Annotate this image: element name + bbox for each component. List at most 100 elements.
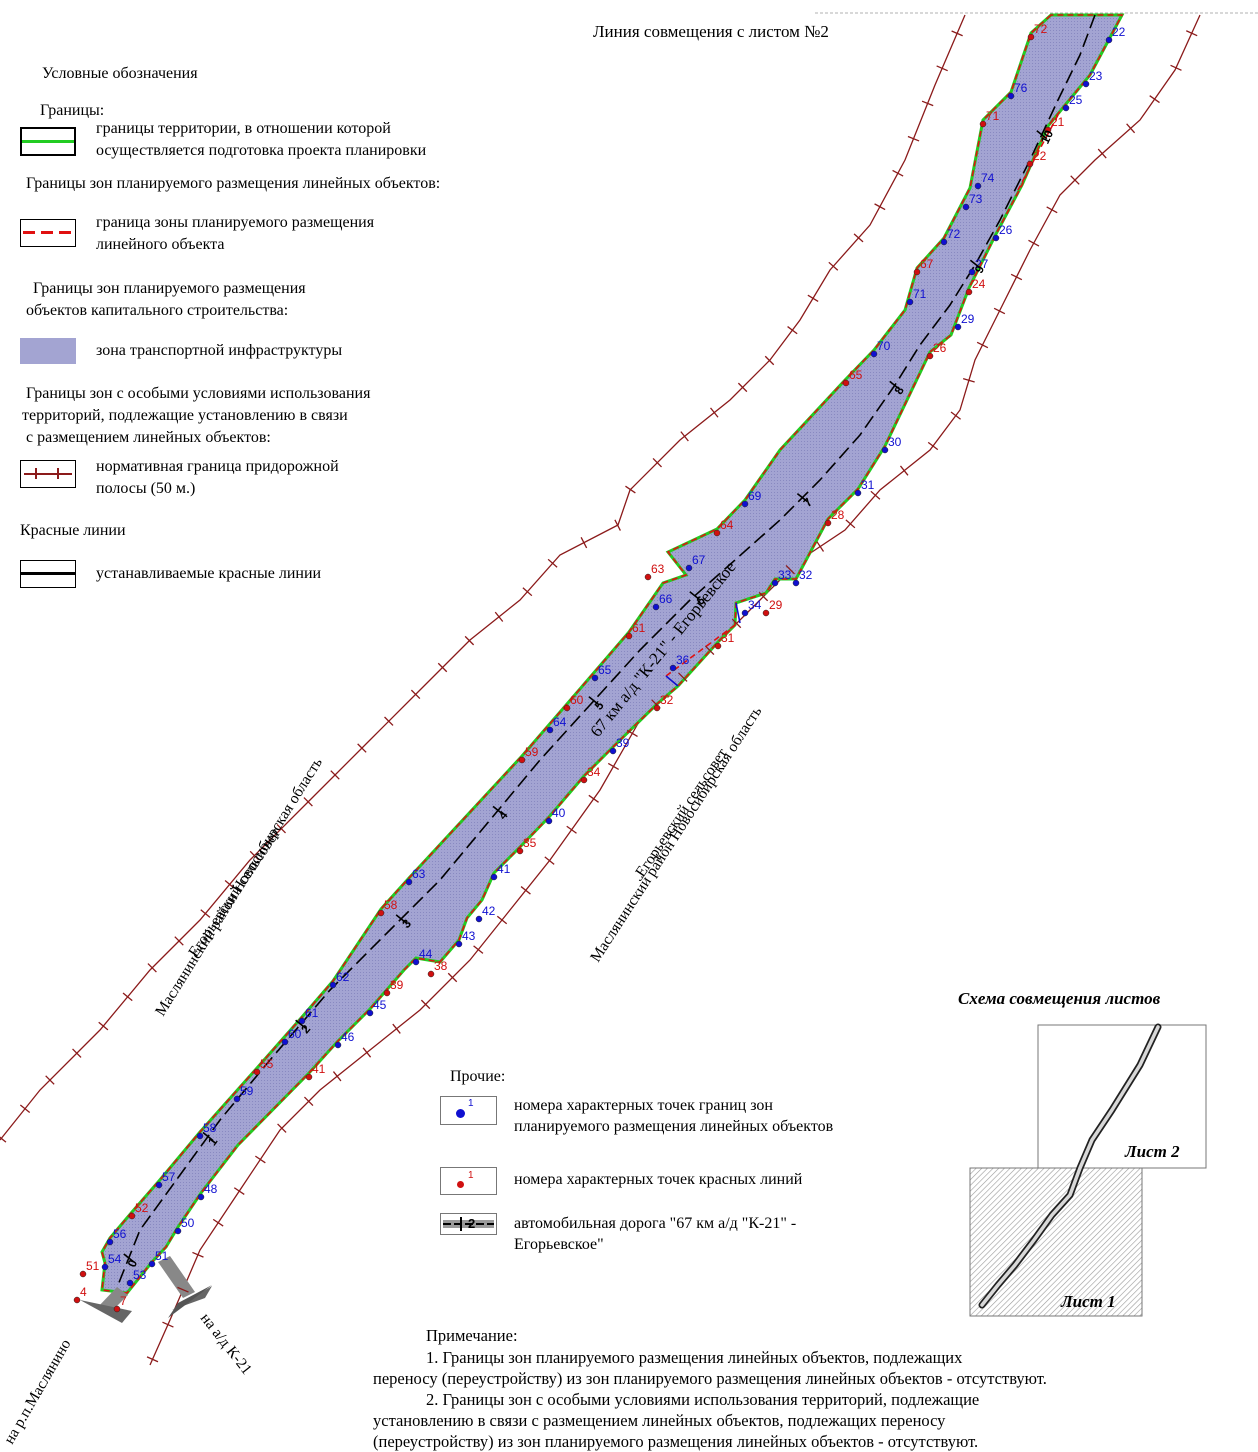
red-line-point-marker — [79, 1270, 87, 1278]
zone-point-number: 34 — [748, 598, 762, 612]
roadside-tick — [384, 716, 394, 726]
red-line-point-number: 59 — [525, 745, 539, 759]
transport-zone-swatch — [20, 338, 76, 364]
km-tick — [889, 380, 901, 391]
road-centerline — [117, 14, 1096, 1286]
linear-zone-text-1: граница зоны планируемого размещения — [96, 214, 375, 231]
zone-point-number: 69 — [748, 489, 762, 503]
zone-point-marker — [545, 817, 553, 825]
roadside-tick — [496, 915, 508, 925]
zone-point-marker — [771, 579, 779, 587]
roadside-tick — [652, 458, 662, 468]
km-tick — [588, 696, 600, 706]
zone-point-number: 57 — [162, 1170, 176, 1184]
blue-point-swatch: 1 — [440, 1096, 497, 1125]
roadside-tick — [146, 1356, 159, 1363]
roadside-tick — [1185, 30, 1198, 37]
roadside-tick — [951, 30, 963, 37]
access-road-left — [80, 1287, 132, 1323]
zone-inner-boundary — [735, 602, 741, 624]
other-legend-header: Прочие: — [450, 1068, 506, 1085]
roadside-tick — [522, 587, 533, 597]
red-line-point-marker — [516, 847, 524, 855]
road-text: автомобильная дорога "67 км а/д "К-21" -… — [514, 1215, 797, 1253]
project-border-swatch — [20, 127, 76, 156]
red-line-point-number: 38 — [434, 959, 448, 973]
red-line-point-number: 58 — [384, 898, 398, 912]
sheet-2-label: Лист 2 — [1125, 1142, 1180, 1161]
roadside-tick — [927, 441, 939, 451]
red-line-point-marker — [253, 1068, 261, 1076]
note-p2-line2: установлению в связи с размещением линей… — [373, 1411, 946, 1430]
red-line-point-marker — [377, 909, 385, 917]
roadside-tick — [737, 382, 748, 393]
zone-point-marker — [906, 298, 914, 306]
zone-point-marker — [329, 981, 337, 989]
red-line-point-number: 35 — [523, 836, 537, 850]
special-header-3: с размещением линейных объектов: — [26, 429, 271, 446]
zone-point-number: 53 — [133, 1268, 147, 1282]
roadside-tick — [303, 1096, 314, 1107]
capital-header-1: Границы зон планируемого размещения — [33, 280, 306, 297]
roadside-tick — [614, 519, 621, 531]
zone-point-marker — [155, 1181, 163, 1189]
red-line-point-marker — [714, 642, 722, 650]
zone-point-marker — [1082, 80, 1090, 88]
zone-point-marker — [101, 1263, 109, 1271]
red-line-point-marker — [926, 352, 934, 360]
roadside-tick — [420, 999, 431, 1010]
zone-point-marker — [870, 350, 878, 358]
roadside-tick — [0, 1136, 7, 1143]
roadside-tick — [410, 689, 421, 700]
km-tick — [395, 914, 407, 924]
km-tick — [796, 492, 808, 503]
zone-point-number: 62 — [336, 970, 350, 984]
zone-point-number: 63 — [412, 867, 426, 881]
km-tick — [295, 1019, 307, 1029]
red-line-point-number: 26 — [933, 341, 947, 355]
red-line-point-number: 24 — [972, 277, 986, 291]
roadside-tick — [357, 743, 367, 753]
roadside-tick — [870, 490, 881, 500]
road-swatch-digit: 2 — [468, 1216, 476, 1231]
red-line-point-marker — [913, 268, 921, 276]
zone-inner-boundary — [665, 675, 679, 687]
zone-point-marker — [174, 1227, 182, 1235]
red-line-point-marker — [73, 1296, 81, 1304]
blue-points-text: номера характерных точек границ зон план… — [514, 1097, 834, 1135]
red-line-point-number: 61 — [632, 621, 646, 635]
special-header-2: территорий, подлежащие установлению в св… — [22, 407, 348, 424]
zone-point-number: 71 — [913, 287, 927, 301]
km-tick — [492, 805, 504, 815]
zone-point-number: 40 — [552, 806, 566, 820]
zone-point-marker — [609, 747, 617, 755]
zone-point-marker — [148, 1260, 156, 1268]
red-line-point-number: 65 — [849, 368, 863, 382]
zone-point-marker — [1007, 92, 1015, 100]
zone-point-marker — [233, 1095, 241, 1103]
zone-point-number: 72 — [947, 227, 961, 241]
red-line-point-number: 29 — [769, 598, 783, 612]
km-tick — [689, 591, 701, 601]
direction-right-label: на а/д К-21 — [197, 1310, 255, 1378]
zone-point-number: 31 — [861, 478, 875, 492]
roadside-tick — [200, 909, 211, 918]
roadside-tick — [845, 519, 856, 529]
red-line-point-number: 64 — [720, 518, 734, 532]
red-line-point-number: 22 — [1033, 149, 1047, 163]
zone-point-number: 22 — [1112, 25, 1126, 39]
roadside-tick — [580, 537, 588, 549]
roadside-tick — [976, 341, 989, 349]
zone-point-marker — [126, 1279, 134, 1287]
red-line-point-marker — [1026, 160, 1034, 168]
km-tick — [123, 1253, 135, 1263]
sheet-1-frame — [969, 1167, 1143, 1317]
zone-point-number: 50 — [181, 1216, 195, 1230]
zone-point-number: 64 — [553, 715, 567, 729]
direction-left-label: на р.п.Маслянино — [1, 1336, 75, 1447]
roadside-tick — [162, 1321, 174, 1328]
roadside-tick — [212, 1218, 224, 1227]
zone-point-marker — [281, 1038, 289, 1046]
roadside-tick — [1149, 95, 1160, 104]
